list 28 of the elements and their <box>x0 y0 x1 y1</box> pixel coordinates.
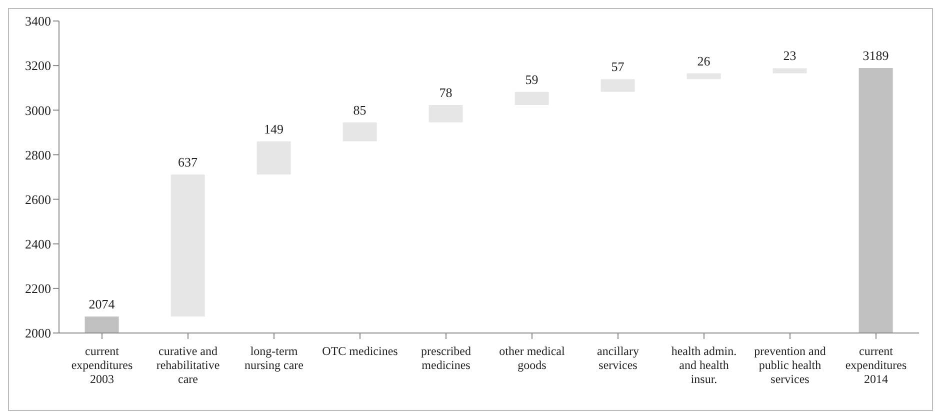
x-tick-label: long-term nursing care <box>244 344 304 372</box>
y-tick-label: 2200 <box>25 281 51 296</box>
y-tick-label: 3400 <box>25 14 51 29</box>
x-tick-label: OTC medicines <box>322 344 398 358</box>
y-tick-label: 2600 <box>25 192 51 207</box>
x-tick-label: prevention and public health services <box>754 344 826 386</box>
x-tick-label: curative and rehabilitative care <box>156 344 220 386</box>
y-tick-label: 2800 <box>25 147 51 162</box>
data-label: 85 <box>353 102 366 118</box>
x-tick-label: other medical goods <box>499 344 566 372</box>
x-tick-label: prescribed medicines <box>421 344 471 372</box>
data-label: 78 <box>439 85 452 100</box>
x-tick-label: current expenditures 2003 <box>71 344 133 386</box>
x-tick-label: ancillary services <box>597 344 639 372</box>
data-label: 3189 <box>862 48 889 64</box>
y-tick-label: 3000 <box>25 102 51 118</box>
data-label: 23 <box>783 48 796 64</box>
x-tick-label: current expenditures 2014 <box>845 344 907 386</box>
data-label: 149 <box>264 121 284 136</box>
data-label: 59 <box>525 72 538 87</box>
data-label: 637 <box>178 154 198 170</box>
y-tick-label: 2400 <box>25 236 51 252</box>
data-label: 26 <box>697 53 711 68</box>
y-tick-label: 2000 <box>25 326 51 341</box>
data-label: 2074 <box>88 296 116 312</box>
y-tick-label: 3200 <box>25 58 51 74</box>
data-label: 57 <box>611 59 625 74</box>
x-tick-label: health admin. and health insur. <box>671 344 737 386</box>
